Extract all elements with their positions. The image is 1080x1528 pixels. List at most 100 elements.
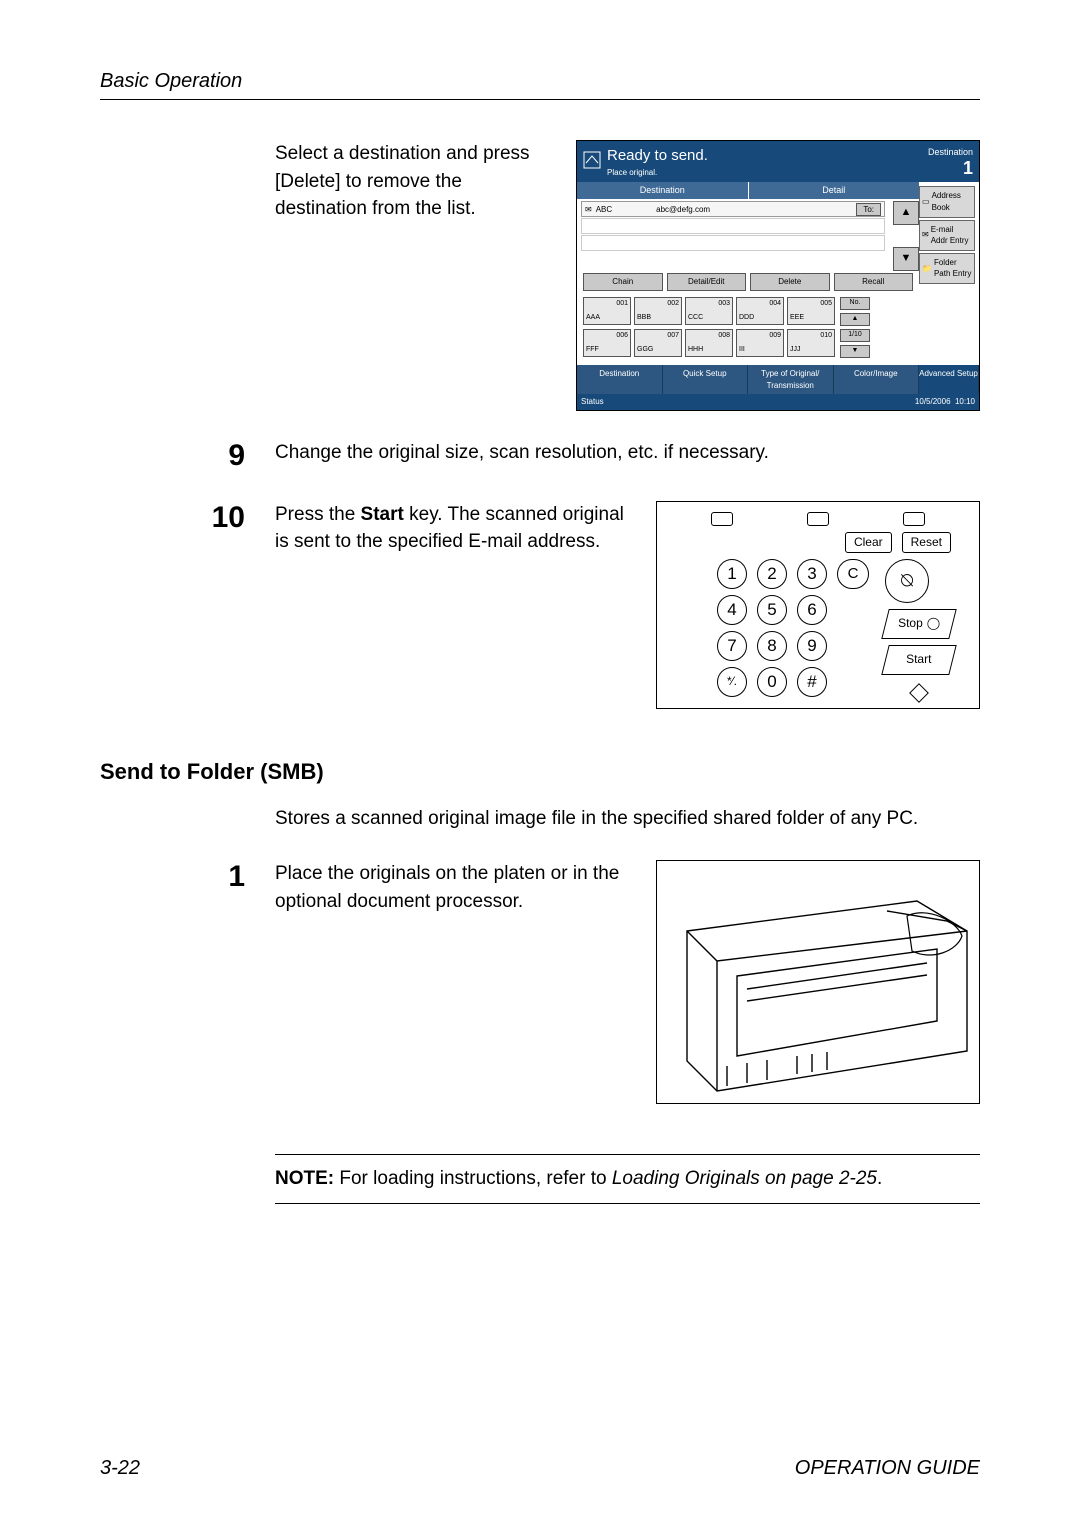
step-9-row: 9 Change the original size, scan resolut… bbox=[100, 439, 980, 473]
tab-type-original[interactable]: Type of Original/ Transmission bbox=[748, 365, 834, 394]
step-10-text: Press the Start key. The scanned origina… bbox=[275, 501, 638, 709]
status-date: 10/5/2006 bbox=[915, 397, 951, 406]
step-1-text: Place the originals on the platen or in … bbox=[275, 860, 638, 1104]
dest-email: abc@defg.com bbox=[656, 204, 710, 216]
clear-button[interactable]: Clear bbox=[845, 532, 892, 553]
mid-buttons: Chain Detail/Edit Delete Recall bbox=[577, 271, 919, 295]
email-entry-button[interactable]: ✉E-mail Addr Entry bbox=[919, 220, 975, 251]
panel-title: Ready to send. bbox=[607, 147, 708, 164]
panel-corner-label: Destination bbox=[928, 147, 973, 157]
stop-key[interactable]: Stop ◯ bbox=[881, 609, 956, 639]
step-8-row: Select a destination and press [Delete] … bbox=[100, 140, 980, 411]
dest-row[interactable]: ✉ ABC abc@defg.com To: bbox=[581, 201, 885, 217]
key-1[interactable]: 1 bbox=[717, 559, 747, 589]
start-key[interactable]: Start bbox=[881, 645, 956, 675]
indicator-icon bbox=[807, 512, 829, 526]
detail-edit-button[interactable]: Detail/Edit bbox=[667, 273, 747, 291]
recall-button[interactable]: Recall bbox=[834, 273, 914, 291]
interrupt-key[interactable]: ⍉ bbox=[885, 559, 929, 603]
numeric-keypad: 1 2 3 C 4 5 6 7 bbox=[717, 559, 869, 709]
step-10-num: 10 bbox=[100, 501, 275, 535]
panel-subtitle: Place original. bbox=[607, 167, 708, 179]
indicator-icon bbox=[711, 512, 733, 526]
indicator-icon bbox=[903, 512, 925, 526]
onetouch-key[interactable]: 002BBB bbox=[634, 297, 682, 325]
chain-button[interactable]: Chain bbox=[583, 273, 663, 291]
onetouch-key[interactable]: 008HHH bbox=[685, 329, 733, 357]
key-6[interactable]: 6 bbox=[797, 595, 827, 625]
address-book-button[interactable]: ▭Address Book bbox=[919, 186, 975, 217]
onetouch-key[interactable]: 001AAA bbox=[583, 297, 631, 325]
empty-row bbox=[581, 235, 885, 251]
panel-sidebar: ▭Address Book ✉E-mail Addr Entry 📁Folder… bbox=[919, 182, 979, 365]
key-5[interactable]: 5 bbox=[757, 595, 787, 625]
page-down[interactable]: ▼ bbox=[840, 345, 870, 358]
status-time: 10:10 bbox=[955, 397, 975, 406]
dest-name: ABC bbox=[596, 204, 612, 216]
step-8-text: Select a destination and press [Delete] … bbox=[275, 140, 558, 411]
panel-header: Ready to send. Place original. Destinati… bbox=[577, 141, 979, 182]
onetouch-key[interactable]: 003CCC bbox=[685, 297, 733, 325]
document-processor-figure bbox=[656, 860, 980, 1104]
step-1-num: 1 bbox=[100, 860, 275, 894]
mail-icon: ✉ bbox=[585, 204, 592, 216]
step-10-row: 10 Press the Start key. The scanned orig… bbox=[100, 501, 980, 709]
tab-advanced[interactable]: Advanced Setup bbox=[919, 365, 979, 394]
guide-label: OPERATION GUIDE bbox=[795, 1457, 980, 1480]
onetouch-key[interactable]: 006FFF bbox=[583, 329, 631, 357]
rule-top bbox=[100, 99, 980, 100]
key-8[interactable]: 8 bbox=[757, 631, 787, 661]
page-up[interactable]: ▲ bbox=[840, 313, 870, 326]
reset-button[interactable]: Reset bbox=[902, 532, 951, 553]
col-detail: Detail bbox=[749, 182, 920, 199]
keypad-figure: Clear Reset 1 2 3 C 4 bbox=[656, 501, 980, 709]
scroll-up[interactable]: ▲ bbox=[893, 201, 919, 225]
key-7[interactable]: 7 bbox=[717, 631, 747, 661]
page-indicator: 1/10 bbox=[840, 329, 870, 342]
key-star[interactable]: *⁄. bbox=[717, 667, 747, 697]
tab-destination[interactable]: Destination bbox=[577, 365, 663, 394]
onetouch-key[interactable]: 005EEE bbox=[787, 297, 835, 325]
scroll-col: ▲ ▼ bbox=[889, 199, 919, 271]
delete-button[interactable]: Delete bbox=[750, 273, 830, 291]
no-button[interactable]: No. bbox=[840, 297, 870, 310]
panel-columns: Destination Detail bbox=[577, 182, 919, 199]
status-label: Status bbox=[581, 396, 604, 408]
step-9-num: 9 bbox=[100, 439, 275, 473]
smb-heading: Send to Folder (SMB) bbox=[100, 759, 980, 785]
onetouch-key[interactable]: 007GGG bbox=[634, 329, 682, 357]
key-hash[interactable]: # bbox=[797, 667, 827, 697]
tab-quick-setup[interactable]: Quick Setup bbox=[663, 365, 749, 394]
onetouch-grid: 001AAA 002BBB 003CCC 004DDD 005EEE No. ▲ bbox=[577, 295, 919, 365]
panel-corner-num: 1 bbox=[928, 159, 973, 177]
onetouch-key[interactable]: 009III bbox=[736, 329, 784, 357]
section-header: Basic Operation bbox=[100, 70, 980, 93]
scan-icon bbox=[583, 151, 601, 173]
key-9[interactable]: 9 bbox=[797, 631, 827, 661]
key-4[interactable]: 4 bbox=[717, 595, 747, 625]
key-2[interactable]: 2 bbox=[757, 559, 787, 589]
start-indicator bbox=[885, 681, 953, 709]
panel-tabs: Destination Quick Setup Type of Original… bbox=[577, 365, 979, 394]
note-text: For loading instructions, refer to bbox=[334, 1168, 612, 1189]
status-bar: Status 10/5/2006 10:10 bbox=[577, 394, 979, 410]
page-footer: 3-22 OPERATION GUIDE bbox=[100, 1457, 980, 1480]
folder-entry-button[interactable]: 📁Folder Path Entry bbox=[919, 253, 975, 284]
send-panel: Ready to send. Place original. Destinati… bbox=[576, 140, 980, 411]
empty-row bbox=[581, 218, 885, 234]
note-row: NOTE: For loading instructions, refer to… bbox=[100, 1132, 980, 1204]
step-1-row: 1 Place the originals on the platen or i… bbox=[100, 860, 980, 1104]
smb-intro: Stores a scanned original image file in … bbox=[275, 805, 980, 833]
note-label: NOTE: bbox=[275, 1168, 334, 1189]
key-3[interactable]: 3 bbox=[797, 559, 827, 589]
note-block: NOTE: For loading instructions, refer to… bbox=[275, 1154, 980, 1204]
smb-intro-row: Stores a scanned original image file in … bbox=[100, 805, 980, 833]
onetouch-key[interactable]: 004DDD bbox=[736, 297, 784, 325]
onetouch-key[interactable]: 010JJJ bbox=[787, 329, 835, 357]
key-0[interactable]: 0 bbox=[757, 667, 787, 697]
page-number: 3-22 bbox=[100, 1457, 140, 1480]
scroll-down[interactable]: ▼ bbox=[893, 247, 919, 271]
tab-color-image[interactable]: Color/Image bbox=[834, 365, 920, 394]
to-button[interactable]: To: bbox=[856, 203, 881, 217]
key-c[interactable]: C bbox=[837, 559, 869, 589]
